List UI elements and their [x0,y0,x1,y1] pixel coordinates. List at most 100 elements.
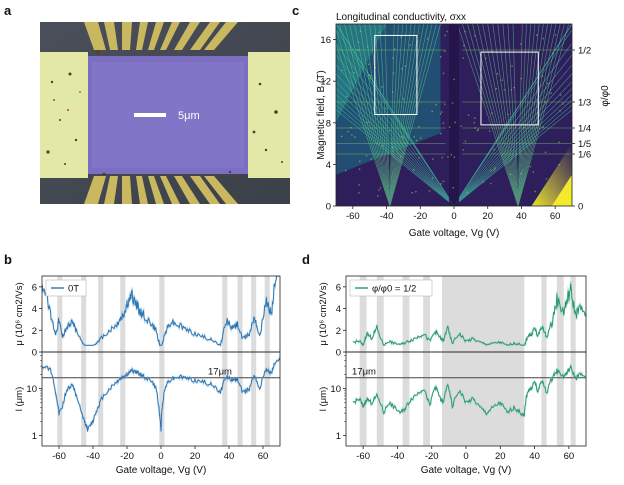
shaded-band [98,276,104,446]
heatmap-y-tick-label: 16 [320,35,331,46]
heatmap-x-tick-label: 60 [550,211,561,222]
shaded-band [237,276,243,446]
heatmap-right-tick-label: 1/6 [578,150,591,161]
shaded-band [423,276,430,446]
heatmap-field [336,24,572,206]
heatmap-x-tick-label: -60 [346,211,360,222]
panel-letter-c: c [292,3,300,18]
bottom-y-tick-label: 10 [26,384,37,395]
x-tick-label: 0 [463,451,468,462]
legend-label: φ/φ0 = 1/2 [372,284,416,295]
x-tick-label: 0 [158,451,163,462]
top-y-tick-label: 6 [336,282,341,293]
shaded-band [570,276,576,446]
x-tick-label: 20 [495,451,506,462]
heatmap-chart: Longitudinal conductivity, σxx -60 -40 -20… [316,12,611,239]
heatmap-x-tick-label: -20 [413,211,427,222]
right-contact-pad [248,52,290,178]
heatmap-x-tick-label: 0 [451,211,456,222]
heatmap-right-label: φ/φ0 [600,85,611,107]
panel-b-chart: 17μm -60 -40 -20 0 20 40 60 0 2 4 6 1 10 0T Gate voltag… [0,258,300,480]
mobility-curve [352,283,586,346]
panel-c-heatmap: Longitudinal conductivity, σxx -60 -40 -20… [292,8,624,244]
heatmap-y-tick-label: 12 [320,77,331,88]
micrograph-image: 5μm [40,22,290,204]
shaded-band [251,276,257,446]
mobility-curve [42,276,280,347]
x-tick-label: -60 [356,451,370,462]
left-contact-pad [40,52,88,178]
shaded-bands [359,276,576,446]
reference-line-label: 17μm [208,367,232,378]
heatmap-x-ticks: -60 -40 -20 0 20 40 60 [346,206,560,222]
shaded-band [264,276,270,446]
x-tick-label: 20 [190,451,201,462]
x-axis-label: Gate voltage, Vg (V) [116,465,207,476]
shaded-bands [57,276,270,446]
top-y-axis-label: μ (10⁶ cm2/Vs) [318,282,329,345]
shaded-band [222,276,228,446]
heatmap-right-tick-label: 1/3 [578,98,591,109]
heatmap-x-tick-label: -40 [380,211,394,222]
top-y-tick-label: 2 [32,326,37,337]
heatmap-right-ticks: 1/2 1/3 1/4 1/51/6 0 [572,46,591,213]
panel-letter-a: a [4,3,12,18]
shaded-band [81,276,87,446]
panel-d-chart: 17μm -60 -40 -20 0 20 40 60 0 2 4 6 1 10 φ/φ0 = 1/2 Gat… [302,258,624,480]
shaded-band [376,276,384,446]
highlight-box [480,51,539,126]
x-tick-label: -40 [86,451,100,462]
heatmap-right-tick-label: 1/5 [578,139,591,150]
mobility-chart-half-flux: 17μm -60 -40 -20 0 20 40 60 0 2 4 6 1 10 φ/φ0 = 1/2 Gat… [318,275,587,476]
legend-box [45,279,87,297]
shaded-band [556,276,564,446]
top-y-tick-label: 4 [32,304,37,315]
heatmap-y-label: Magnetic field, B (T) [316,70,327,159]
x-axis-label: Gate voltage, Vg (V) [421,465,512,476]
shaded-band [359,276,367,446]
panel-letter-d: d [302,252,310,267]
top-y-tick-label: 6 [32,282,37,293]
x-tick-label: 40 [529,451,540,462]
x-tick-label: 60 [258,451,269,462]
shaded-band [159,276,165,446]
heatmap-y-tick-label: 8 [326,118,331,129]
mean-free-path-curve [352,364,586,417]
x-tick-label: -40 [391,451,405,462]
shaded-band [402,276,410,446]
panel-a-micrograph: 5μm [40,22,290,204]
reference-line-label: 17μm [352,367,376,378]
heatmap-x-label: Gate voltage, Vg (V) [409,228,500,239]
scale-bar [134,113,166,117]
bottom-y-tick-label: 1 [32,431,37,442]
heatmap-y-ticks: 0 4 8 12 16 [320,35,336,213]
heatmap-x-tick-label: 20 [482,211,493,222]
surface-specks [46,50,283,176]
heatmap-x-tick-label: 40 [516,211,527,222]
bottom-y-axis-label: l (μm) [14,387,25,411]
shaded-band [120,276,126,446]
x-tick-label: -60 [52,451,66,462]
highlight-box [374,34,418,115]
top-y-tick-label: 0 [336,348,341,359]
scale-bar-label: 5μm [178,110,200,122]
heatmap-y-tick-label: 4 [326,160,331,171]
shaded-band [442,276,525,446]
mean-free-path-curve [42,357,280,433]
top-y-axis-label: μ (10⁶ cm2/Vs) [14,282,25,345]
legend-box [349,279,433,297]
panel-letter-b: b [4,252,12,267]
legend-label: 0T [68,284,79,295]
heatmap-y-tick-label: 0 [326,202,331,213]
heatmap-right-tick-label: 1/2 [578,46,591,57]
mobility-chart-0T: 17μm -60 -40 -20 0 20 40 60 0 2 4 6 1 10 0T Gate voltag… [14,275,281,476]
top-y-tick-label: 4 [336,304,341,315]
bottom-y-tick-label: 1 [336,431,341,442]
x-tick-label: 60 [564,451,575,462]
x-tick-label: -20 [425,451,439,462]
top-y-tick-label: 2 [336,326,341,337]
top-leads [84,22,238,50]
heatmap-title: Longitudinal conductivity, σxx [336,12,466,23]
bottom-y-tick-label: 10 [330,384,341,395]
bottom-leads [84,176,238,204]
